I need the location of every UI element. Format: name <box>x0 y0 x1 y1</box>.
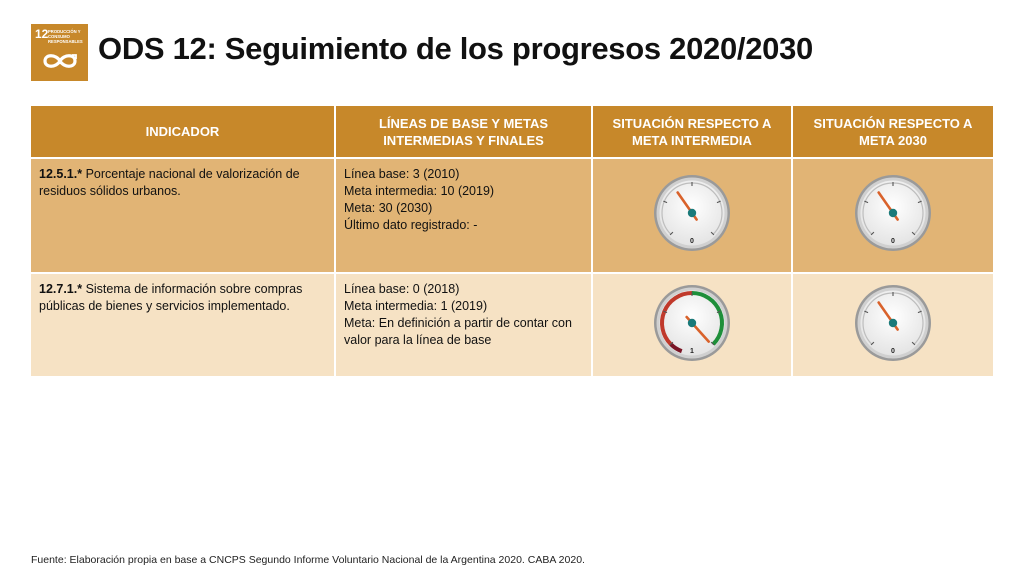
header-indicador: INDICADOR <box>31 106 336 159</box>
baseline-line: Línea base: 3 (2010) <box>344 167 460 181</box>
indicator-cell: 12.5.1.* Porcentaje nacional de valoriza… <box>31 158 336 274</box>
baseline-line: Línea base: 0 (2018) <box>344 282 460 296</box>
gauge-icon: 0 <box>855 284 931 361</box>
source-note: Fuente: Elaboración propia en base a CNC… <box>31 554 585 566</box>
svg-text:1: 1 <box>690 348 694 355</box>
gauge-cell: 0 <box>792 158 993 274</box>
baseline-cell: Línea base: 0 (2018) Meta intermedia: 1 … <box>335 273 593 378</box>
svg-text:0: 0 <box>891 348 895 355</box>
indicator-text: Sistema de información sobre compras púb… <box>39 282 303 313</box>
baseline-line: Meta: En definición a partir de contar c… <box>344 316 572 347</box>
table-row: 12.7.1.* Sistema de información sobre co… <box>31 273 993 378</box>
logo-number: 12 <box>35 27 49 41</box>
header-lineas-base: LÍNEAS DE BASE Y METAS INTERMEDIAS Y FIN… <box>335 106 593 159</box>
baseline-line: Último dato registrado: - <box>344 218 478 232</box>
table-header-row: INDICADOR LÍNEAS DE BASE Y METAS INTERME… <box>31 106 993 159</box>
header-meta-2030: SITUACIÓN RESPECTO A META 2030 <box>792 106 993 159</box>
gauge-cell: 1 <box>592 273 793 378</box>
infinity-icon <box>43 54 77 68</box>
logo-text: PRODUCCIÓN Y CONSUMO RESPONSABLES <box>48 29 83 44</box>
gauge-cell: 0 <box>792 273 993 378</box>
gauge-icon: 0 <box>855 175 931 251</box>
baseline-line: Meta: 30 (2030) <box>344 201 433 215</box>
indicator-text: Porcentaje nacional de valorización de r… <box>39 167 300 198</box>
page-title: ODS 12: Seguimiento de los progresos 202… <box>98 31 813 66</box>
indicator-code: 12.7.1.* <box>39 282 83 296</box>
gauge-icon: 0 <box>654 175 730 251</box>
svg-text:0: 0 <box>891 238 895 245</box>
sdg12-logo: 12 PRODUCCIÓN Y CONSUMO RESPONSABLES <box>31 24 88 81</box>
gauge-cell: 0 <box>592 158 793 274</box>
indicator-code: 12.5.1.* <box>39 167 83 181</box>
header-meta-intermedia: SITUACIÓN RESPECTO A META INTERMEDIA <box>592 106 793 159</box>
svg-text:0: 0 <box>690 238 694 245</box>
baseline-cell: Línea base: 3 (2010) Meta intermedia: 10… <box>335 158 593 274</box>
table-row: 12.5.1.* Porcentaje nacional de valoriza… <box>31 158 993 274</box>
progress-table: INDICADOR LÍNEAS DE BASE Y METAS INTERME… <box>31 106 993 378</box>
baseline-line: Meta intermedia: 10 (2019) <box>344 184 495 198</box>
baseline-line: Meta intermedia: 1 (2019) <box>344 299 488 313</box>
indicator-cell: 12.7.1.* Sistema de información sobre co… <box>31 273 336 378</box>
gauge-icon: 1 <box>654 284 730 361</box>
